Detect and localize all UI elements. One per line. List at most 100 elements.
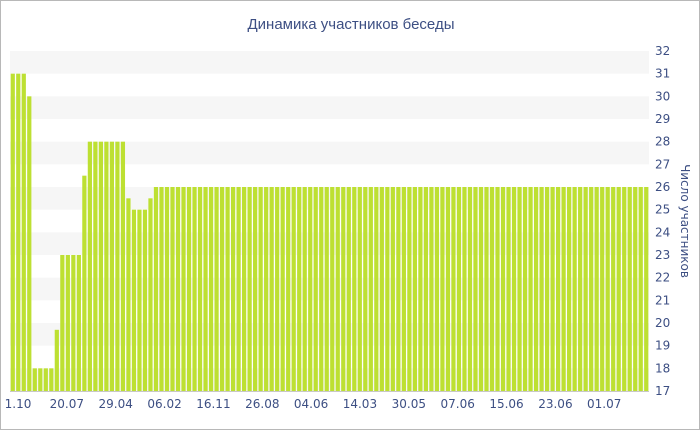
bar [335, 187, 340, 391]
bar [291, 187, 296, 391]
bar [297, 187, 302, 391]
bar [429, 187, 434, 391]
bar [572, 187, 577, 391]
bar [451, 187, 456, 391]
bar [120, 141, 126, 391]
bar [253, 187, 258, 391]
grid-band [10, 232, 649, 255]
x-tick-label: 16.11 [196, 397, 230, 411]
bar [197, 187, 203, 391]
bar [440, 187, 445, 391]
bar [401, 187, 406, 391]
bar [363, 187, 368, 391]
y-tick-label: 26 [655, 180, 670, 194]
bar [533, 187, 539, 391]
bar [396, 187, 401, 391]
bar [390, 187, 395, 391]
bar [164, 187, 170, 391]
bar [561, 187, 566, 391]
bar [528, 187, 533, 391]
bar [644, 187, 649, 391]
bar [236, 187, 241, 391]
bar [219, 187, 225, 391]
bar [32, 368, 37, 391]
bar [500, 187, 506, 391]
grid-band [10, 51, 649, 74]
bar [600, 187, 605, 391]
bar [544, 187, 550, 391]
bar [605, 187, 610, 391]
bar [65, 255, 70, 391]
bar [622, 187, 627, 391]
bar [71, 255, 76, 391]
bar [506, 187, 511, 391]
bar [186, 187, 192, 391]
bar [137, 209, 142, 391]
x-tick-label: 26.08 [245, 397, 279, 411]
bar [159, 187, 164, 391]
bar [539, 187, 544, 391]
x-tick-label: 29.04 [99, 397, 133, 411]
bar [126, 198, 131, 391]
bar [148, 198, 153, 391]
x-tick-label: 14.03 [343, 397, 377, 411]
bar [638, 187, 643, 391]
bar [462, 187, 467, 391]
bar [170, 187, 175, 391]
bar [21, 73, 26, 392]
bar [368, 187, 373, 391]
x-tick-label: 30.05 [392, 397, 426, 411]
x-tick-label: 04.06 [294, 397, 328, 411]
bar [49, 368, 54, 391]
bar [407, 187, 412, 391]
bar [627, 187, 632, 391]
bar [319, 187, 324, 391]
y-tick-label: 20 [655, 316, 670, 330]
bar [511, 187, 517, 391]
bar [478, 187, 484, 391]
bar [517, 187, 522, 391]
y-tick-label: 30 [655, 89, 670, 103]
bar [16, 73, 21, 392]
grid-band [10, 141, 649, 165]
bar [418, 187, 423, 391]
bar [412, 187, 417, 391]
grid-band [10, 187, 649, 210]
bar [583, 187, 588, 391]
bar [142, 209, 148, 391]
bar [633, 187, 638, 391]
grid-band [10, 368, 649, 391]
bar [616, 187, 621, 391]
bar [203, 187, 208, 391]
bar [379, 187, 384, 391]
y-tick-label: 18 [655, 361, 670, 375]
bar [324, 187, 329, 391]
y-tick-label: 25 [655, 203, 670, 217]
bar [456, 187, 462, 391]
bar [341, 187, 346, 391]
bar [313, 187, 318, 391]
y-tick-label: 22 [655, 271, 670, 285]
bar [522, 187, 528, 391]
bar-series [10, 73, 649, 392]
bar [594, 187, 599, 391]
bar [192, 187, 197, 391]
bar [43, 368, 48, 391]
background-bands [10, 51, 649, 391]
x-axis-ticks: 1.10 20.07 29.04 06.02 16.11 26.08 04.06 14.03 3… [5, 397, 622, 411]
y-tick-label: 27 [655, 157, 670, 171]
x-tick-label: 23.06 [538, 397, 572, 411]
bar [76, 255, 81, 391]
bar [38, 368, 43, 391]
bar [225, 187, 230, 391]
bar [489, 187, 495, 391]
bar [484, 187, 489, 391]
x-tick-label: 1.10 [5, 397, 32, 411]
bar [423, 187, 429, 391]
bar [208, 187, 214, 391]
y-tick-label: 23 [655, 248, 670, 262]
bar [247, 187, 252, 391]
bar [434, 187, 440, 391]
chart-title: Динамика участников беседы [248, 16, 455, 33]
